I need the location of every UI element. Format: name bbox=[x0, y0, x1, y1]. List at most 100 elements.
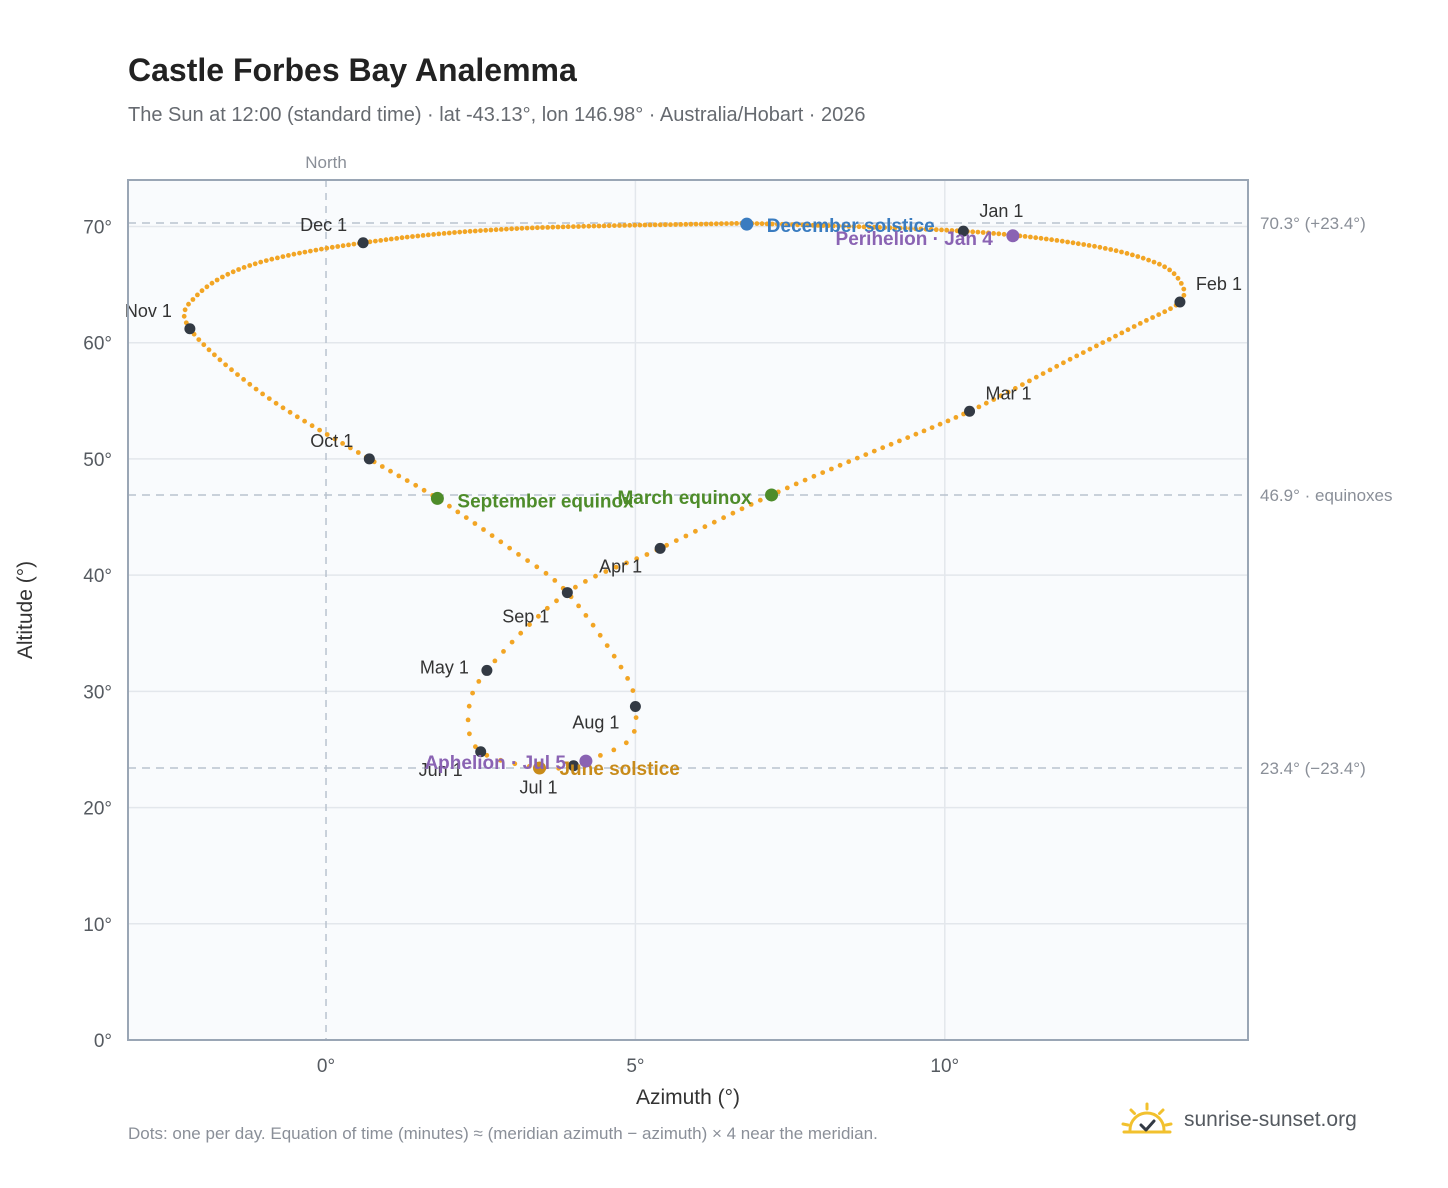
day-dot bbox=[657, 222, 663, 228]
day-dot bbox=[195, 292, 200, 298]
day-dot bbox=[933, 227, 939, 233]
day-dot bbox=[591, 223, 597, 229]
day-dot bbox=[253, 386, 259, 392]
day-dot bbox=[498, 757, 503, 763]
day-dot bbox=[291, 251, 297, 257]
day-dot bbox=[1087, 346, 1093, 352]
day-dot bbox=[711, 519, 717, 525]
day-dot bbox=[512, 761, 518, 767]
month-marker bbox=[363, 453, 375, 465]
plot-frame bbox=[127, 179, 1249, 1041]
day-dot bbox=[929, 425, 935, 430]
day-dot bbox=[642, 222, 648, 228]
day-dot bbox=[913, 431, 919, 437]
day-dot bbox=[825, 223, 831, 229]
day-dot bbox=[976, 404, 982, 410]
day-dot bbox=[1054, 363, 1060, 369]
day-dot bbox=[970, 229, 976, 235]
event-marker bbox=[1006, 229, 1020, 243]
day-dot bbox=[212, 352, 217, 358]
day-dot bbox=[764, 221, 770, 227]
month-label: Sep 1 bbox=[502, 607, 549, 627]
day-dot bbox=[836, 223, 841, 229]
day-dot bbox=[713, 221, 719, 227]
plot-area bbox=[128, 180, 1248, 1040]
x-tick-label: 10° bbox=[930, 1056, 959, 1077]
day-dot bbox=[576, 224, 581, 229]
brand-logo[interactable]: sunrise-sunset.org bbox=[1118, 1100, 1357, 1140]
day-dot bbox=[294, 414, 300, 420]
day-dot bbox=[673, 538, 679, 543]
day-dot bbox=[754, 221, 760, 227]
day-dot bbox=[1157, 261, 1162, 267]
y-tick-label: 70° bbox=[83, 217, 112, 238]
day-dot bbox=[388, 468, 393, 474]
day-dot bbox=[550, 224, 556, 230]
day-dot bbox=[613, 564, 619, 570]
day-dot bbox=[611, 653, 617, 659]
day-dot bbox=[861, 224, 867, 230]
day-dot bbox=[1094, 343, 1099, 349]
day-dot bbox=[555, 224, 561, 230]
day-dot bbox=[260, 391, 265, 397]
day-dot bbox=[583, 613, 589, 618]
day-dot bbox=[866, 224, 872, 230]
day-dot bbox=[220, 274, 225, 280]
month-label: Mar 1 bbox=[986, 383, 1032, 403]
day-dot bbox=[1168, 306, 1173, 312]
day-dot bbox=[431, 232, 436, 237]
day-dot bbox=[774, 221, 780, 227]
day-dot bbox=[404, 478, 410, 483]
month-marker bbox=[1174, 296, 1186, 308]
day-dot bbox=[1124, 251, 1130, 256]
month-label: Jun 1 bbox=[419, 760, 463, 780]
event-marker bbox=[579, 754, 593, 768]
day-dot bbox=[241, 377, 247, 382]
day-dot bbox=[991, 231, 996, 236]
day-dot bbox=[544, 605, 550, 611]
day-dot bbox=[447, 503, 452, 509]
day-dot bbox=[340, 243, 346, 249]
day-dot bbox=[196, 337, 202, 342]
day-dot bbox=[908, 226, 913, 231]
day-dot bbox=[949, 228, 955, 233]
day-dot bbox=[182, 307, 188, 313]
day-dot bbox=[998, 393, 1004, 399]
day-dot bbox=[263, 258, 269, 263]
month-label: Apr 1 bbox=[599, 556, 642, 576]
day-dot bbox=[573, 584, 578, 590]
month-label: Nov 1 bbox=[125, 301, 172, 321]
day-dot bbox=[618, 664, 624, 670]
day-dot bbox=[1020, 382, 1025, 387]
day-dot bbox=[820, 223, 826, 229]
day-dot bbox=[634, 556, 640, 562]
day-dot bbox=[590, 622, 596, 628]
day-dot bbox=[467, 731, 472, 737]
day-dot bbox=[888, 441, 894, 447]
y-tick-label: 10° bbox=[83, 915, 112, 936]
event-marker bbox=[740, 217, 754, 231]
day-dot bbox=[630, 688, 636, 693]
day-dot bbox=[214, 277, 220, 283]
day-dot bbox=[1119, 249, 1124, 255]
day-dot bbox=[800, 222, 806, 228]
day-dot bbox=[851, 224, 857, 229]
day-dot bbox=[309, 423, 315, 429]
day-dot bbox=[1038, 235, 1044, 241]
day-dot bbox=[815, 223, 821, 228]
day-dot bbox=[1181, 292, 1187, 298]
day-dot bbox=[902, 225, 908, 231]
day-dot bbox=[1001, 231, 1007, 237]
day-dot bbox=[624, 560, 629, 566]
day-dot bbox=[481, 527, 486, 532]
day-dot bbox=[463, 515, 469, 520]
day-dot bbox=[872, 224, 877, 230]
day-dot bbox=[683, 533, 689, 539]
day-dot bbox=[1113, 333, 1118, 339]
day-dot bbox=[399, 235, 405, 241]
day-dot bbox=[396, 473, 402, 479]
day-dot bbox=[721, 515, 726, 521]
month-label: Oct 1 bbox=[310, 431, 353, 451]
month-label: Feb 1 bbox=[1196, 274, 1242, 294]
day-dot bbox=[1178, 281, 1184, 286]
